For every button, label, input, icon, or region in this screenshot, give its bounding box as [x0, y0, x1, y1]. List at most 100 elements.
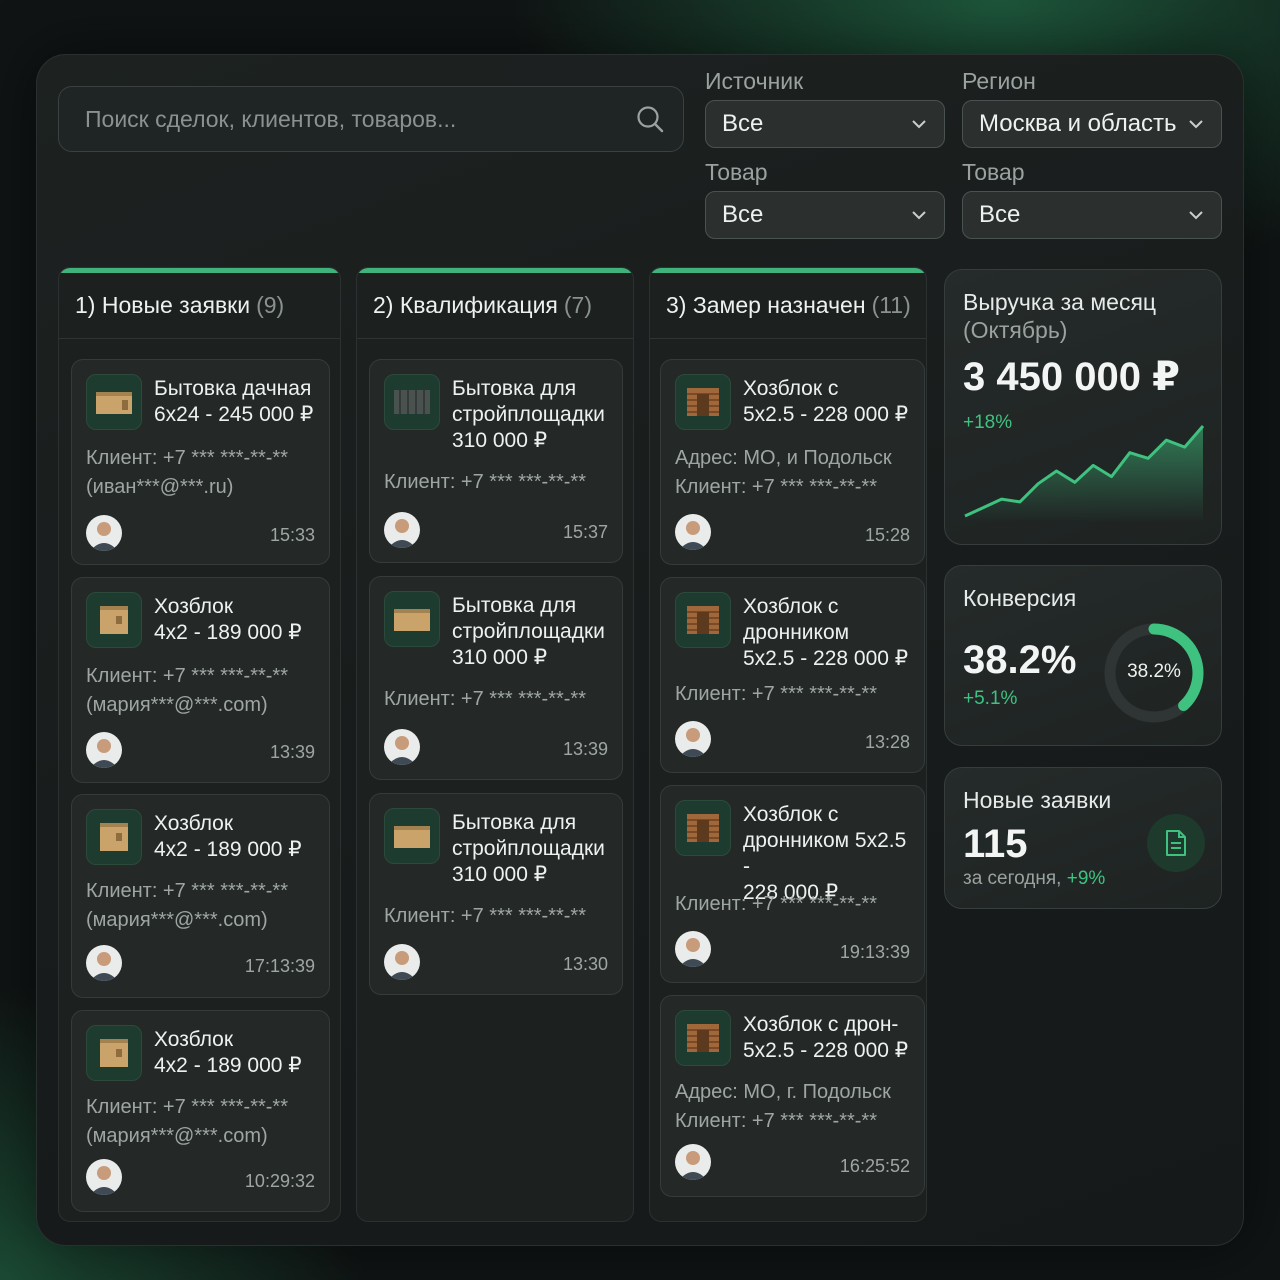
- avatar[interactable]: [675, 931, 711, 967]
- card-time: 15:28: [864, 525, 910, 545]
- product-select[interactable]: Все: [705, 191, 945, 239]
- column-header[interactable]: 1) Новые заявки (9): [59, 273, 340, 339]
- column-title: 3) Замер назначен: [666, 292, 866, 318]
- card-title: Бытовка для стройплощадки 310 000 ₽: [452, 594, 605, 669]
- wooden-shed-icon: [675, 592, 731, 648]
- deal-card[interactable]: Хозблок 4x2 - 189 000 ₽ Клиент: +7 *** *…: [71, 794, 330, 998]
- deal-card[interactable]: Бытовка дачная 6x24 - 245 000 ₽ Клиент: …: [71, 359, 330, 565]
- card-client: Клиент: +7 *** ***-**-** (мария***@***.c…: [86, 880, 289, 931]
- deal-card[interactable]: Хозблок с дрон- 5x2.5 - 228 000 ₽ Адрес:…: [660, 995, 925, 1197]
- avatar[interactable]: [675, 1144, 711, 1180]
- new-requests-sub-text: за сегодня,: [963, 868, 1062, 889]
- card-title: Бытовка для стройплощадки 310 000 ₽: [452, 811, 605, 886]
- revenue-card[interactable]: Выручка за месяц (Октябрь) 3 450 000 ₽ +…: [944, 269, 1222, 545]
- chevron-down-icon: [1189, 211, 1203, 220]
- card-time: 15:33: [269, 525, 315, 545]
- card-client: Адрес: МО, и Подольск Клиент: +7 *** ***…: [675, 447, 892, 498]
- card-title: Бытовка дачная 6x24 - 245 000 ₽: [154, 377, 314, 426]
- column-measurement: 3) Замер назначен (11) Хозблок с 5x2.5 -…: [649, 267, 927, 1222]
- new-requests-change: +9%: [1066, 868, 1106, 889]
- card-client: Клиент: +7 *** ***-**-** (мария***@***.c…: [86, 665, 289, 716]
- conversion-value: 38.2%: [963, 638, 1077, 682]
- revenue-trend-chart: [964, 425, 1205, 522]
- deal-card[interactable]: Хозблок с дронником 5x2.5 - 228 000 ₽ Кл…: [660, 785, 925, 983]
- shed-icon: [86, 1025, 142, 1081]
- conversion-ring-progress: [1104, 623, 1204, 723]
- card-time: 13:28: [864, 732, 910, 752]
- revenue-change: +18%: [963, 412, 1013, 433]
- card-client: Адрес: МО, г. Подольск Клиент: +7 *** **…: [675, 1081, 891, 1132]
- card-time: 13:30: [562, 954, 608, 974]
- card-title: Хозблок 4x2 - 189 000 ₽: [154, 595, 302, 644]
- search-icon[interactable]: [635, 104, 665, 134]
- container-cabin-icon: [384, 374, 440, 430]
- avatar[interactable]: [86, 515, 122, 551]
- conversion-ring: [1104, 623, 1204, 723]
- column-header[interactable]: 3) Замер назначен (11): [650, 273, 926, 339]
- column-new-requests: 1) Новые заявки (9) Бытовка дачная 6x24 …: [58, 267, 341, 1222]
- chevron-down-icon: [912, 211, 926, 220]
- filter-label-region: Регион: [962, 68, 1036, 94]
- deal-card[interactable]: Хозблок 4x2 - 189 000 ₽ Клиент: +7 *** *…: [71, 577, 330, 783]
- new-requests-sub: за сегодня, +9%: [963, 868, 1105, 890]
- product-select-2-value: Все: [979, 201, 1021, 228]
- card-title: Хозблок с 5x2.5 - 228 000 ₽: [743, 377, 909, 426]
- card-client: Клиент: +7 *** ***-**-**: [384, 688, 587, 710]
- search-bar[interactable]: Поиск сделок, клиентов, товаров...: [58, 86, 684, 152]
- wooden-shed-icon: [675, 1010, 731, 1066]
- card-title: Хозблок с дронником 5x2.5 - 228 000 ₽: [743, 803, 907, 904]
- card-time: 19:13:39: [839, 942, 910, 962]
- product-select-2[interactable]: Все: [962, 191, 1222, 239]
- region-select-value: Москва и область: [979, 110, 1177, 137]
- new-requests-card[interactable]: Новые заявки 115 за сегодня, +9%: [944, 767, 1222, 909]
- deal-card[interactable]: Бытовка для стройплощадки 310 000 ₽ Клие…: [369, 359, 623, 563]
- source-select[interactable]: Все: [705, 100, 945, 148]
- revenue-value: 3 450 000 ₽: [963, 355, 1180, 399]
- card-title: Бытовка для стройплощадки 310 000 ₽: [452, 377, 605, 452]
- conversion-card[interactable]: Конверсия 38.2% +5.1% 38.2%: [944, 565, 1222, 746]
- column-accent-bar: [59, 268, 340, 273]
- cabin-icon: [384, 591, 440, 647]
- card-client: Клиент: +7 *** ***-**-**: [384, 471, 587, 493]
- filter-label-product: Товар: [705, 159, 768, 185]
- avatar[interactable]: [86, 732, 122, 768]
- column-accent-bar: [650, 268, 926, 273]
- column-count: (9): [256, 292, 285, 318]
- conversion-ring-label: 38.2%: [1127, 661, 1181, 682]
- deal-card[interactable]: Хозблок с дронником 5x2.5 - 228 000 ₽ Кл…: [660, 577, 925, 773]
- shed-icon: [86, 809, 142, 865]
- column-header[interactable]: 2) Квалификация (7): [357, 273, 633, 339]
- deal-card[interactable]: Хозблок с 5x2.5 - 228 000 ₽ Адрес: МО, и…: [660, 359, 925, 565]
- card-client: Клиент: +7 *** ***-**-** (иван***@***.ru…: [86, 447, 289, 498]
- card-title: Хозблок с дронником 5x2.5 - 228 000 ₽: [743, 595, 909, 670]
- card-title: Хозблок 4x2 - 189 000 ₽: [154, 1028, 302, 1077]
- card-title: Хозблок 4x2 - 189 000 ₽: [154, 812, 302, 861]
- deal-card[interactable]: Бытовка для стройплощадки 310 000 ₽ Клие…: [369, 576, 623, 780]
- card-time: 16:25:52: [839, 1156, 910, 1176]
- filter-label-source: Источник: [705, 68, 804, 94]
- avatar[interactable]: [384, 729, 420, 765]
- search-input[interactable]: Поиск сделок, клиентов, товаров...: [85, 105, 457, 132]
- new-requests-title: Новые заявки: [963, 787, 1112, 813]
- avatar[interactable]: [86, 945, 122, 981]
- wooden-shed-icon: [675, 800, 731, 856]
- document-icon[interactable]: [1147, 814, 1205, 872]
- avatar[interactable]: [675, 514, 711, 550]
- column-accent-bar: [357, 268, 633, 273]
- avatar[interactable]: [384, 944, 420, 980]
- column-count: (7): [563, 292, 592, 318]
- column-qualification: 2) Квалификация (7) Бытовка для стройпло…: [356, 267, 634, 1222]
- deal-card[interactable]: Бытовка для стройплощадки 310 000 ₽ Клие…: [369, 793, 623, 995]
- region-select[interactable]: Москва и область: [962, 100, 1222, 148]
- avatar[interactable]: [675, 721, 711, 757]
- card-client: Клиент: +7 *** ***-**-**: [675, 893, 878, 915]
- card-client: Клиент: +7 *** ***-**-**: [675, 683, 878, 705]
- card-time: 13:39: [562, 739, 608, 759]
- deal-card[interactable]: Хозблок 4x2 - 189 000 ₽ Клиент: +7 *** *…: [71, 1010, 330, 1212]
- revenue-title: Выручка за месяц: [963, 289, 1157, 315]
- cabin-icon: [384, 808, 440, 864]
- avatar[interactable]: [86, 1159, 122, 1195]
- card-time: 13:39: [269, 742, 315, 762]
- conversion-change: +5.1%: [963, 688, 1018, 709]
- avatar[interactable]: [384, 512, 420, 548]
